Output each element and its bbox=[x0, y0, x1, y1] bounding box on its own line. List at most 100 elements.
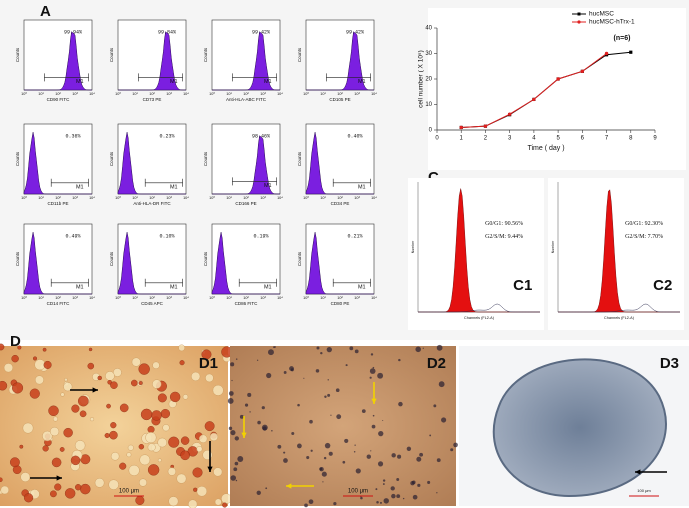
cell bbox=[59, 447, 65, 452]
stain-spot bbox=[330, 414, 332, 416]
cell bbox=[157, 393, 167, 403]
cell bbox=[168, 496, 179, 507]
stain-spot bbox=[309, 419, 313, 424]
cell bbox=[11, 382, 24, 394]
stain-spot bbox=[436, 344, 443, 351]
stain-spot bbox=[326, 346, 332, 353]
subpanel-label: D2 bbox=[427, 355, 446, 372]
stain-spot bbox=[391, 493, 396, 499]
marker-label: M1 bbox=[170, 184, 178, 190]
legend-label: hucMSC-hTrx-1 bbox=[589, 19, 635, 26]
stain-spot bbox=[265, 487, 268, 490]
x-axis-label: Anti-HLA-ABC FITC bbox=[226, 97, 267, 102]
cell bbox=[127, 444, 134, 451]
cell bbox=[32, 356, 38, 361]
y-axis-label: Counts bbox=[297, 47, 302, 62]
y-tick-label: 10 bbox=[425, 102, 432, 108]
scale-label: 100 μm bbox=[348, 489, 368, 495]
cell bbox=[109, 430, 118, 440]
stain-spot bbox=[333, 501, 337, 506]
x-tick-label: 10³ bbox=[354, 296, 360, 300]
stain-spot bbox=[410, 480, 415, 486]
cell bbox=[89, 417, 95, 422]
x-tick-label: 10⁰ bbox=[209, 296, 215, 300]
histogram-frame bbox=[211, 123, 281, 195]
cell bbox=[79, 483, 91, 495]
cell bbox=[119, 403, 129, 413]
cell bbox=[196, 485, 208, 497]
stain-spot bbox=[327, 379, 329, 381]
cell bbox=[182, 394, 189, 400]
cell bbox=[70, 455, 81, 466]
stain-spot bbox=[234, 436, 240, 441]
stain-spot bbox=[306, 455, 310, 460]
stain-spot bbox=[228, 391, 234, 396]
stain-spot bbox=[422, 347, 424, 349]
cell bbox=[169, 391, 181, 403]
cell bbox=[188, 499, 198, 508]
cell bbox=[147, 464, 160, 476]
stain-spot bbox=[391, 453, 396, 458]
stain-spot bbox=[228, 426, 233, 431]
cell bbox=[131, 357, 141, 367]
x-tick-label: 10¹ bbox=[38, 196, 44, 200]
cell bbox=[192, 467, 203, 478]
stain-spot bbox=[319, 467, 323, 471]
x-axis-label: CD45 APC bbox=[141, 301, 164, 306]
stain-spot bbox=[382, 479, 386, 482]
stain-spot bbox=[345, 364, 348, 367]
cell bbox=[63, 382, 73, 392]
percent-label: 0.10% bbox=[159, 233, 174, 239]
stain-spot bbox=[441, 359, 444, 361]
cell bbox=[110, 422, 117, 429]
scale-label: 100 μm bbox=[119, 489, 139, 495]
histogram-peak bbox=[117, 232, 186, 295]
stain-spot bbox=[377, 461, 384, 467]
x-tick-label: 10⁴ bbox=[89, 92, 95, 96]
cell bbox=[43, 360, 52, 369]
stain-spot bbox=[291, 431, 295, 435]
percent-label: 98.46% bbox=[252, 133, 270, 139]
x-tick-label: 10⁴ bbox=[183, 92, 189, 96]
stain-spot bbox=[266, 372, 272, 379]
x-tick-label: 10³ bbox=[166, 92, 172, 96]
subpanel-label: C1 bbox=[513, 277, 532, 294]
cell bbox=[23, 493, 34, 503]
stain-spot bbox=[323, 456, 327, 460]
annotation: (n=6) bbox=[614, 35, 631, 42]
stain-spot bbox=[382, 483, 385, 485]
cell bbox=[0, 477, 3, 482]
y-tick-label: 30 bbox=[425, 51, 432, 57]
x-tick-label: 10⁰ bbox=[115, 196, 121, 200]
x-tick-label: 10⁴ bbox=[183, 196, 189, 200]
cell bbox=[209, 432, 219, 442]
marker-label: M1 bbox=[264, 79, 272, 85]
point bbox=[556, 77, 560, 81]
x-tick-label: 10³ bbox=[166, 296, 172, 300]
histogram-peak bbox=[24, 31, 92, 91]
legend-marker bbox=[577, 12, 581, 16]
x-tick-label: 10¹ bbox=[38, 296, 44, 300]
x-tick-label: 10² bbox=[337, 196, 343, 200]
cell bbox=[29, 388, 40, 399]
percent-label: 0.21% bbox=[347, 233, 362, 239]
stain-spot bbox=[230, 362, 235, 367]
stain-spot bbox=[417, 483, 421, 487]
x-tick-label: 2 bbox=[484, 136, 488, 142]
cell bbox=[157, 458, 162, 463]
stain-spot bbox=[256, 359, 259, 361]
stain-spot bbox=[382, 420, 384, 422]
cell bbox=[160, 408, 171, 419]
g0g1-label: G0/G1: 92.30% bbox=[625, 221, 663, 227]
cell bbox=[138, 363, 150, 375]
cell bbox=[34, 375, 44, 385]
stain-spot bbox=[419, 452, 424, 457]
panel-label: D bbox=[10, 333, 21, 350]
legend-label: hucMSC bbox=[589, 11, 614, 18]
cell bbox=[179, 360, 185, 366]
stain-spot bbox=[427, 480, 431, 484]
x-axis-label: CD80 PE bbox=[331, 301, 350, 306]
x-tick-label: 10⁰ bbox=[21, 296, 27, 300]
x-tick-label: 10⁰ bbox=[115, 296, 121, 300]
cell bbox=[60, 392, 65, 397]
